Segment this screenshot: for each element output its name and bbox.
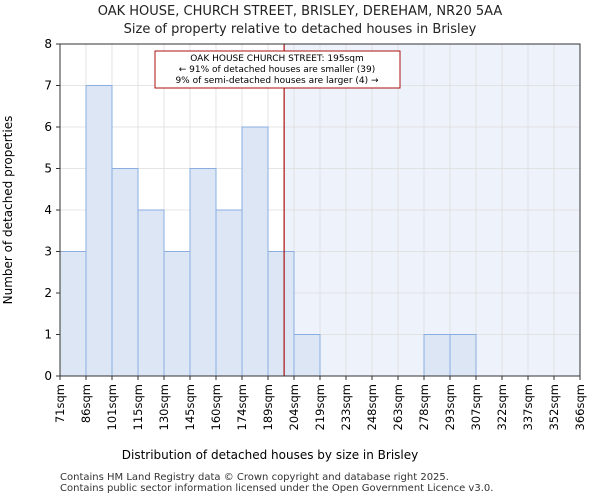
annotation-box: OAK HOUSE CHURCH STREET: 195sqm ← 91% of… xyxy=(154,50,401,89)
y-tick-label: 4 xyxy=(44,203,52,217)
bar xyxy=(163,251,191,377)
y-tick-label: 8 xyxy=(44,37,52,51)
y-axis-label: Number of detached properties xyxy=(1,116,15,305)
x-tick-label: 189sqm xyxy=(261,384,275,430)
x-tick-label: 204sqm xyxy=(287,384,301,430)
bar xyxy=(137,209,165,377)
y-axis-ticks: 0 1 2 3 4 5 6 7 8 xyxy=(44,37,60,383)
chart-subtitle: Size of property relative to detached ho… xyxy=(123,22,477,37)
footer-line-2: Contains public sector information licen… xyxy=(60,483,494,494)
x-tick-label: 115sqm xyxy=(131,384,145,430)
x-tick-label: 278sqm xyxy=(417,384,431,430)
annotation-frame xyxy=(154,50,401,89)
chart-title: OAK HOUSE, CHURCH STREET, BRISLEY, DEREH… xyxy=(97,4,503,19)
annotation-line-2: ← 91% of detached houses are smaller (39… xyxy=(179,65,376,75)
x-tick-label: 307sqm xyxy=(469,384,483,430)
histogram-chart: 0 1 2 3 4 5 6 7 8 71sqm 86sqm 101sqm 115sqm 130sqm 14… xyxy=(1,37,587,462)
x-tick-label: 293sqm xyxy=(443,384,457,430)
x-tick-label: 174sqm xyxy=(235,384,249,430)
footer-line-1: Contains HM Land Registry data © Crown c… xyxy=(60,472,449,483)
bar xyxy=(85,85,113,377)
x-tick-label: 219sqm xyxy=(313,384,327,430)
bar xyxy=(215,209,243,377)
bar xyxy=(293,334,321,377)
x-tick-label: 322sqm xyxy=(495,384,509,430)
y-tick-label: 6 xyxy=(44,120,52,134)
y-tick-label: 5 xyxy=(44,162,52,176)
bar xyxy=(59,251,87,377)
x-tick-label: 101sqm xyxy=(105,384,119,430)
bar xyxy=(267,251,295,377)
annotation-line-1: OAK HOUSE CHURCH STREET: 195sqm xyxy=(190,54,364,64)
bar xyxy=(111,168,139,377)
x-tick-label: 86sqm xyxy=(79,384,93,423)
y-tick-label: 2 xyxy=(44,286,52,300)
x-axis-ticks: 71sqm 86sqm 101sqm 115sqm 130sqm 145sqm 160sqm… xyxy=(53,376,587,430)
bar xyxy=(449,334,477,377)
y-tick-label: 7 xyxy=(44,79,52,93)
x-tick-label: 366sqm xyxy=(573,384,587,430)
x-axis-label: Distribution of detached houses by size … xyxy=(122,448,418,462)
chart-title-block: OAK HOUSE, CHURCH STREET, BRISLEY, DEREH… xyxy=(0,3,600,39)
bar xyxy=(423,334,451,377)
y-tick-label: 0 xyxy=(44,369,52,383)
annotation-line-3: 9% of semi-detached houses are larger (4… xyxy=(175,76,379,86)
bar xyxy=(189,168,217,377)
bar xyxy=(241,126,269,377)
bars xyxy=(59,85,477,377)
x-tick-label: 263sqm xyxy=(391,384,405,430)
y-tick-label: 1 xyxy=(44,328,52,342)
x-tick-label: 130sqm xyxy=(157,384,171,430)
x-tick-label: 145sqm xyxy=(183,384,197,430)
x-tick-label: 352sqm xyxy=(547,384,561,430)
x-tick-label: 71sqm xyxy=(53,384,67,423)
footer: Contains HM Land Registry data © Crown c… xyxy=(60,472,493,494)
x-tick-label: 248sqm xyxy=(365,384,379,430)
y-tick-label: 3 xyxy=(44,245,52,259)
x-tick-label: 160sqm xyxy=(209,384,223,430)
x-tick-label: 337sqm xyxy=(521,384,535,430)
x-tick-label: 233sqm xyxy=(339,384,353,430)
